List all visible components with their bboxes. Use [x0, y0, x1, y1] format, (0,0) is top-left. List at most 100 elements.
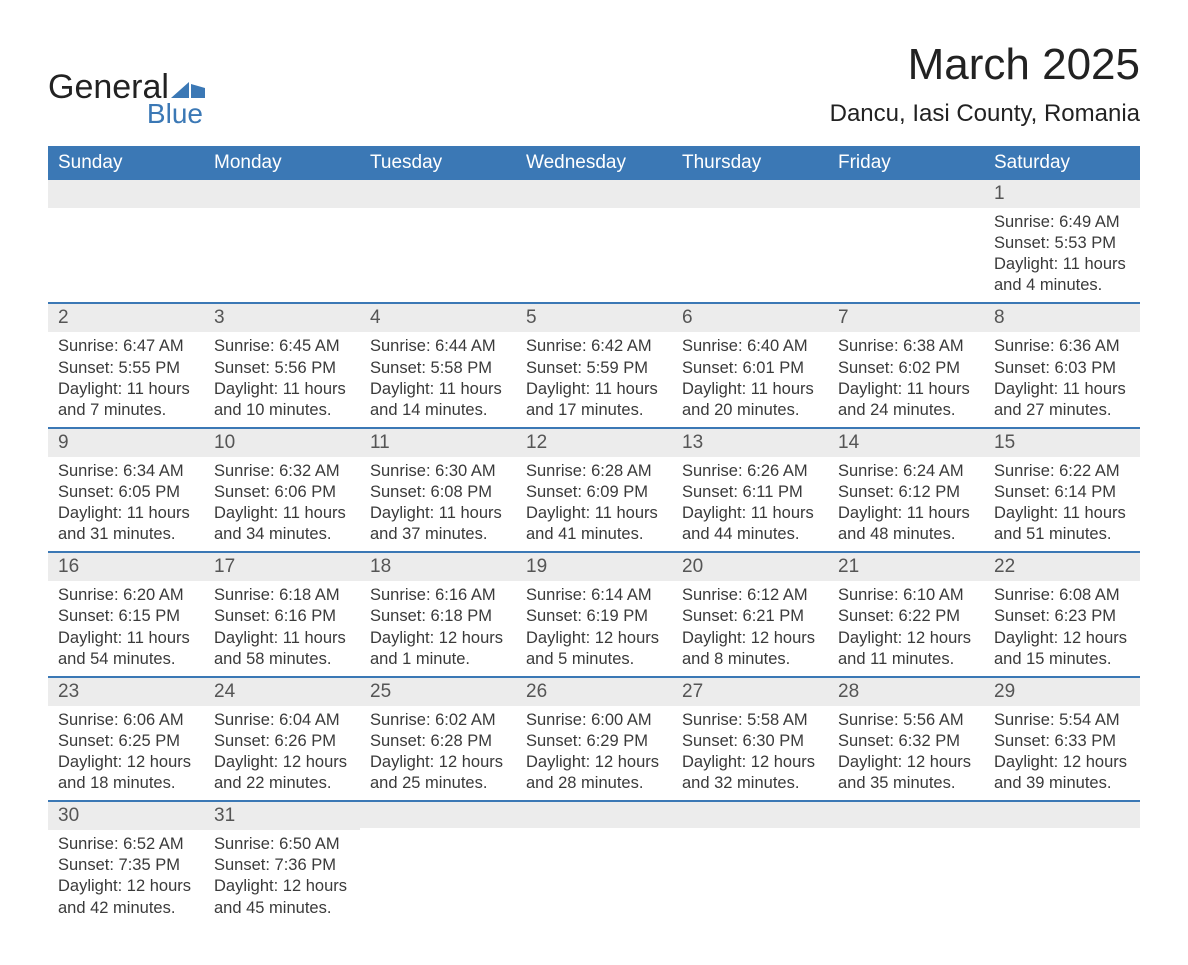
dayheader-sat: Saturday — [984, 146, 1140, 180]
day-number — [828, 800, 984, 828]
day-body: Sunrise: 6:12 AMSunset: 6:21 PMDaylight:… — [672, 581, 828, 675]
sunrise: Sunrise: 6:06 AM — [58, 710, 194, 731]
daylight-line1: Daylight: 11 hours — [214, 379, 350, 400]
daylight-line2: and 25 minutes. — [370, 773, 506, 794]
day-number: 29 — [984, 676, 1140, 706]
daylight-line1: Daylight: 12 hours — [682, 628, 818, 649]
sunset: Sunset: 6:05 PM — [58, 482, 194, 503]
logo: General Blue — [48, 70, 205, 128]
day-number: 9 — [48, 427, 204, 457]
sunrise: Sunrise: 6:08 AM — [994, 585, 1130, 606]
sunset: Sunset: 6:22 PM — [838, 606, 974, 627]
sunset: Sunset: 5:53 PM — [994, 233, 1130, 254]
day-number: 1 — [984, 180, 1140, 208]
sunrise: Sunrise: 5:56 AM — [838, 710, 974, 731]
day-number — [360, 180, 516, 208]
sunrise: Sunrise: 6:00 AM — [526, 710, 662, 731]
daylight-line1: Daylight: 12 hours — [526, 628, 662, 649]
daylight-line2: and 18 minutes. — [58, 773, 194, 794]
daylight-line1: Daylight: 11 hours — [526, 503, 662, 524]
daylight-line1: Daylight: 12 hours — [838, 628, 974, 649]
calendar-cell — [672, 180, 828, 302]
dayheader-sun: Sunday — [48, 146, 204, 180]
sunrise: Sunrise: 6:24 AM — [838, 461, 974, 482]
day-number: 31 — [204, 800, 360, 830]
dayheader-wed: Wednesday — [516, 146, 672, 180]
day-header-row: Sunday Monday Tuesday Wednesday Thursday… — [48, 146, 1140, 180]
sunset: Sunset: 6:23 PM — [994, 606, 1130, 627]
sunrise: Sunrise: 6:18 AM — [214, 585, 350, 606]
sunrise: Sunrise: 6:36 AM — [994, 336, 1130, 357]
calendar-cell: 16Sunrise: 6:20 AMSunset: 6:15 PMDayligh… — [48, 551, 204, 675]
daylight-line2: and 27 minutes. — [994, 400, 1130, 421]
daylight-line1: Daylight: 12 hours — [370, 752, 506, 773]
sunrise: Sunrise: 6:26 AM — [682, 461, 818, 482]
sunset: Sunset: 6:29 PM — [526, 731, 662, 752]
day-number — [48, 180, 204, 208]
daylight-line1: Daylight: 12 hours — [838, 752, 974, 773]
daylight-line2: and 20 minutes. — [682, 400, 818, 421]
sunrise: Sunrise: 5:58 AM — [682, 710, 818, 731]
calendar-cell: 6Sunrise: 6:40 AMSunset: 6:01 PMDaylight… — [672, 302, 828, 426]
sunset: Sunset: 6:33 PM — [994, 731, 1130, 752]
day-number: 16 — [48, 551, 204, 581]
day-body: Sunrise: 6:04 AMSunset: 6:26 PMDaylight:… — [204, 706, 360, 800]
sunset: Sunset: 6:30 PM — [682, 731, 818, 752]
day-body: Sunrise: 5:54 AMSunset: 6:33 PMDaylight:… — [984, 706, 1140, 800]
calendar-cell — [828, 180, 984, 302]
sunrise: Sunrise: 6:32 AM — [214, 461, 350, 482]
daylight-line1: Daylight: 11 hours — [58, 379, 194, 400]
calendar-cell: 10Sunrise: 6:32 AMSunset: 6:06 PMDayligh… — [204, 427, 360, 551]
day-number: 11 — [360, 427, 516, 457]
day-number: 13 — [672, 427, 828, 457]
dayheader-thu: Thursday — [672, 146, 828, 180]
day-body: Sunrise: 6:28 AMSunset: 6:09 PMDaylight:… — [516, 457, 672, 551]
day-number: 25 — [360, 676, 516, 706]
calendar-cell: 22Sunrise: 6:08 AMSunset: 6:23 PMDayligh… — [984, 551, 1140, 675]
daylight-line1: Daylight: 11 hours — [370, 503, 506, 524]
sunset: Sunset: 6:16 PM — [214, 606, 350, 627]
sunrise: Sunrise: 6:52 AM — [58, 834, 194, 855]
sunrise: Sunrise: 6:12 AM — [682, 585, 818, 606]
calendar-cell: 8Sunrise: 6:36 AMSunset: 6:03 PMDaylight… — [984, 302, 1140, 426]
calendar-cell: 5Sunrise: 6:42 AMSunset: 5:59 PMDaylight… — [516, 302, 672, 426]
day-body: Sunrise: 6:06 AMSunset: 6:25 PMDaylight:… — [48, 706, 204, 800]
calendar-cell: 27Sunrise: 5:58 AMSunset: 6:30 PMDayligh… — [672, 676, 828, 800]
day-number: 4 — [360, 302, 516, 332]
sunrise: Sunrise: 6:10 AM — [838, 585, 974, 606]
calendar-cell: 25Sunrise: 6:02 AMSunset: 6:28 PMDayligh… — [360, 676, 516, 800]
calendar-week: 2Sunrise: 6:47 AMSunset: 5:55 PMDaylight… — [48, 302, 1140, 426]
day-body: Sunrise: 6:08 AMSunset: 6:23 PMDaylight:… — [984, 581, 1140, 675]
day-number: 21 — [828, 551, 984, 581]
sunrise: Sunrise: 6:40 AM — [682, 336, 818, 357]
sunrise: Sunrise: 6:45 AM — [214, 336, 350, 357]
sunrise: Sunrise: 6:49 AM — [994, 212, 1130, 233]
calendar-cell — [984, 800, 1140, 924]
sunset: Sunset: 6:15 PM — [58, 606, 194, 627]
daylight-line2: and 37 minutes. — [370, 524, 506, 545]
sunrise: Sunrise: 6:28 AM — [526, 461, 662, 482]
daylight-line1: Daylight: 11 hours — [994, 503, 1130, 524]
calendar-week: 23Sunrise: 6:06 AMSunset: 6:25 PMDayligh… — [48, 676, 1140, 800]
calendar-cell: 23Sunrise: 6:06 AMSunset: 6:25 PMDayligh… — [48, 676, 204, 800]
day-body: Sunrise: 6:14 AMSunset: 6:19 PMDaylight:… — [516, 581, 672, 675]
sunrise: Sunrise: 6:02 AM — [370, 710, 506, 731]
calendar-cell: 19Sunrise: 6:14 AMSunset: 6:19 PMDayligh… — [516, 551, 672, 675]
calendar-cell: 7Sunrise: 6:38 AMSunset: 6:02 PMDaylight… — [828, 302, 984, 426]
daylight-line2: and 10 minutes. — [214, 400, 350, 421]
sunrise: Sunrise: 6:04 AM — [214, 710, 350, 731]
day-body: Sunrise: 6:16 AMSunset: 6:18 PMDaylight:… — [360, 581, 516, 675]
daylight-line1: Daylight: 12 hours — [526, 752, 662, 773]
daylight-line1: Daylight: 12 hours — [214, 752, 350, 773]
day-number: 27 — [672, 676, 828, 706]
calendar-cell — [672, 800, 828, 924]
sunrise: Sunrise: 6:16 AM — [370, 585, 506, 606]
daylight-line2: and 14 minutes. — [370, 400, 506, 421]
day-number — [672, 800, 828, 828]
day-number: 19 — [516, 551, 672, 581]
daylight-line1: Daylight: 11 hours — [838, 379, 974, 400]
daylight-line1: Daylight: 11 hours — [526, 379, 662, 400]
daylight-line2: and 5 minutes. — [526, 649, 662, 670]
day-number: 26 — [516, 676, 672, 706]
daylight-line1: Daylight: 11 hours — [58, 503, 194, 524]
